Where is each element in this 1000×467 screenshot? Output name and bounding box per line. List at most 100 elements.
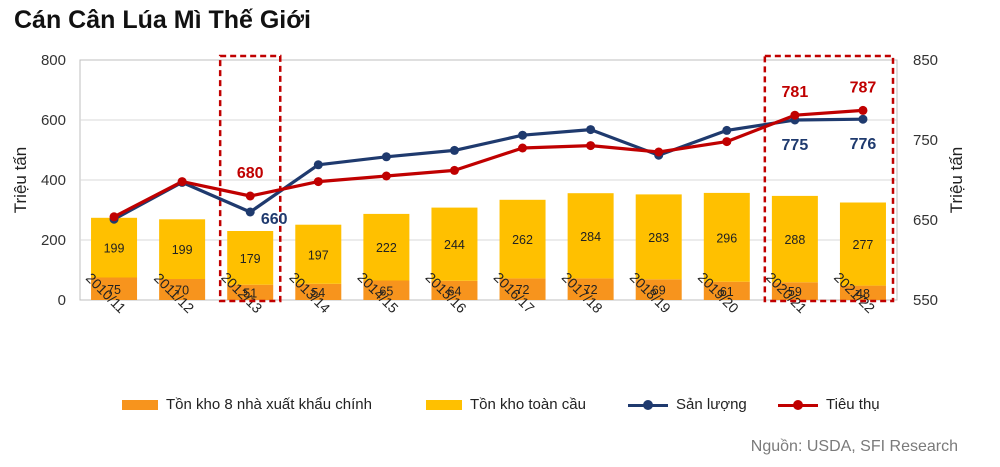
left-tick-label: 400 [41,172,66,189]
bar-exporters [839,285,886,300]
bar-exporters [499,278,546,300]
left-tick-label: 600 [41,112,66,129]
point-consumption [518,143,528,153]
bar-global [295,224,342,284]
callout-production: 775 [782,137,809,154]
chart-title: Cán Cân Lúa Mì Thế Giới [14,6,311,34]
bar-label-global: 288 [784,233,805,247]
bar-exporters [771,282,818,300]
point-production [518,130,528,140]
bar-global [159,219,206,279]
point-production [722,125,732,135]
callout-consumption: 680 [237,165,264,182]
bar-label-exporters: 72 [516,283,530,297]
bar-label-exporters: 64 [448,284,462,298]
bar-exporters [703,281,750,300]
point-consumption [245,191,255,201]
bar-global [635,194,682,280]
left-tick-label: 800 [41,52,66,69]
bar-label-global: 284 [580,230,601,244]
bar-exporters [295,283,342,300]
point-consumption [449,165,459,175]
point-consumption [313,177,323,187]
left-axis-title: Triệu tấn [11,147,30,213]
point-consumption [790,110,800,120]
point-consumption [654,147,664,157]
bar-global [227,231,274,285]
callout-consumption: 781 [782,84,809,101]
bar-label-global: 262 [512,233,533,247]
bar-global [499,199,546,279]
left-tick-label: 0 [58,292,66,309]
point-consumption [109,212,119,222]
line-production [113,117,863,221]
point-production [449,145,459,155]
bar-label-exporters: 54 [311,286,325,300]
point-production [313,160,323,170]
legend-swatch-exporters [122,399,158,410]
bar-global [839,202,886,286]
left-tick-label: 200 [41,232,66,249]
point-production [586,125,596,135]
right-tick-label: 750 [913,132,938,149]
bar-global [567,193,614,279]
bar-label-global: 244 [444,238,465,252]
legend-label-production: Sản lượng [676,396,747,413]
callout-consumption: 787 [850,79,877,96]
point-production [381,152,391,162]
bar-exporters [431,280,478,300]
point-consumption [722,137,732,147]
legend-swatch-global [426,399,462,410]
bar-label-global: 296 [716,231,737,245]
right-axis-title: Triệu tấn [947,147,966,213]
bar-exporters [567,278,614,300]
legend-label-consumption: Tiêu thụ [826,396,880,413]
bar-global [91,217,138,278]
bar-label-global: 199 [104,242,125,256]
callout-production: 776 [850,136,877,153]
right-tick-label: 550 [913,292,938,309]
point-production [245,207,255,217]
bar-label-global: 179 [240,252,261,266]
bar-label-exporters: 51 [243,286,257,300]
bar-label-exporters: 61 [720,285,734,299]
bar-label-exporters: 48 [856,287,870,301]
point-consumption [586,141,596,151]
point-consumption [381,171,391,181]
bar-exporters [635,279,682,300]
bar-label-global: 222 [376,241,397,255]
bar-global [363,213,410,281]
bar-global [431,207,478,281]
point-consumption [177,177,187,187]
right-tick-label: 850 [913,52,938,69]
bar-exporters [363,280,410,300]
bar-global [703,192,750,282]
highlight-box [763,54,895,303]
bar-global [771,195,818,283]
bar-exporters [227,284,274,300]
bar-label-exporters: 72 [584,283,598,297]
bar-label-exporters: 65 [379,284,393,298]
legend-label-exporters: Tồn kho 8 nhà xuất khẩu chính [166,396,372,413]
callout-production: 660 [261,211,288,228]
bar-exporters [91,277,138,300]
legend-item-production: Sản lượng [628,396,747,413]
bar-label-global: 199 [172,243,193,257]
right-tick-label: 650 [913,212,938,229]
legend-label-global: Tồn kho toàn cầu [470,396,586,413]
bar-label-exporters: 69 [652,284,666,298]
point-consumption [858,105,868,115]
highlight-box [218,54,282,303]
legend-item-exporters: Tồn kho 8 nhà xuất khẩu chính [122,396,372,413]
legend-swatch-production [628,399,668,411]
bar-label-exporters: 75 [107,283,121,297]
point-production [858,114,868,124]
legend-swatch-consumption [778,399,818,411]
bar-label-exporters: 59 [788,285,802,299]
legend-item-consumption: Tiêu thụ [778,396,880,413]
source-note: Nguồn: USDA, SFI Research [750,438,958,455]
line-consumption [113,108,864,219]
bar-exporters [159,279,206,300]
legend-item-global: Tồn kho toàn cầu [426,396,586,413]
